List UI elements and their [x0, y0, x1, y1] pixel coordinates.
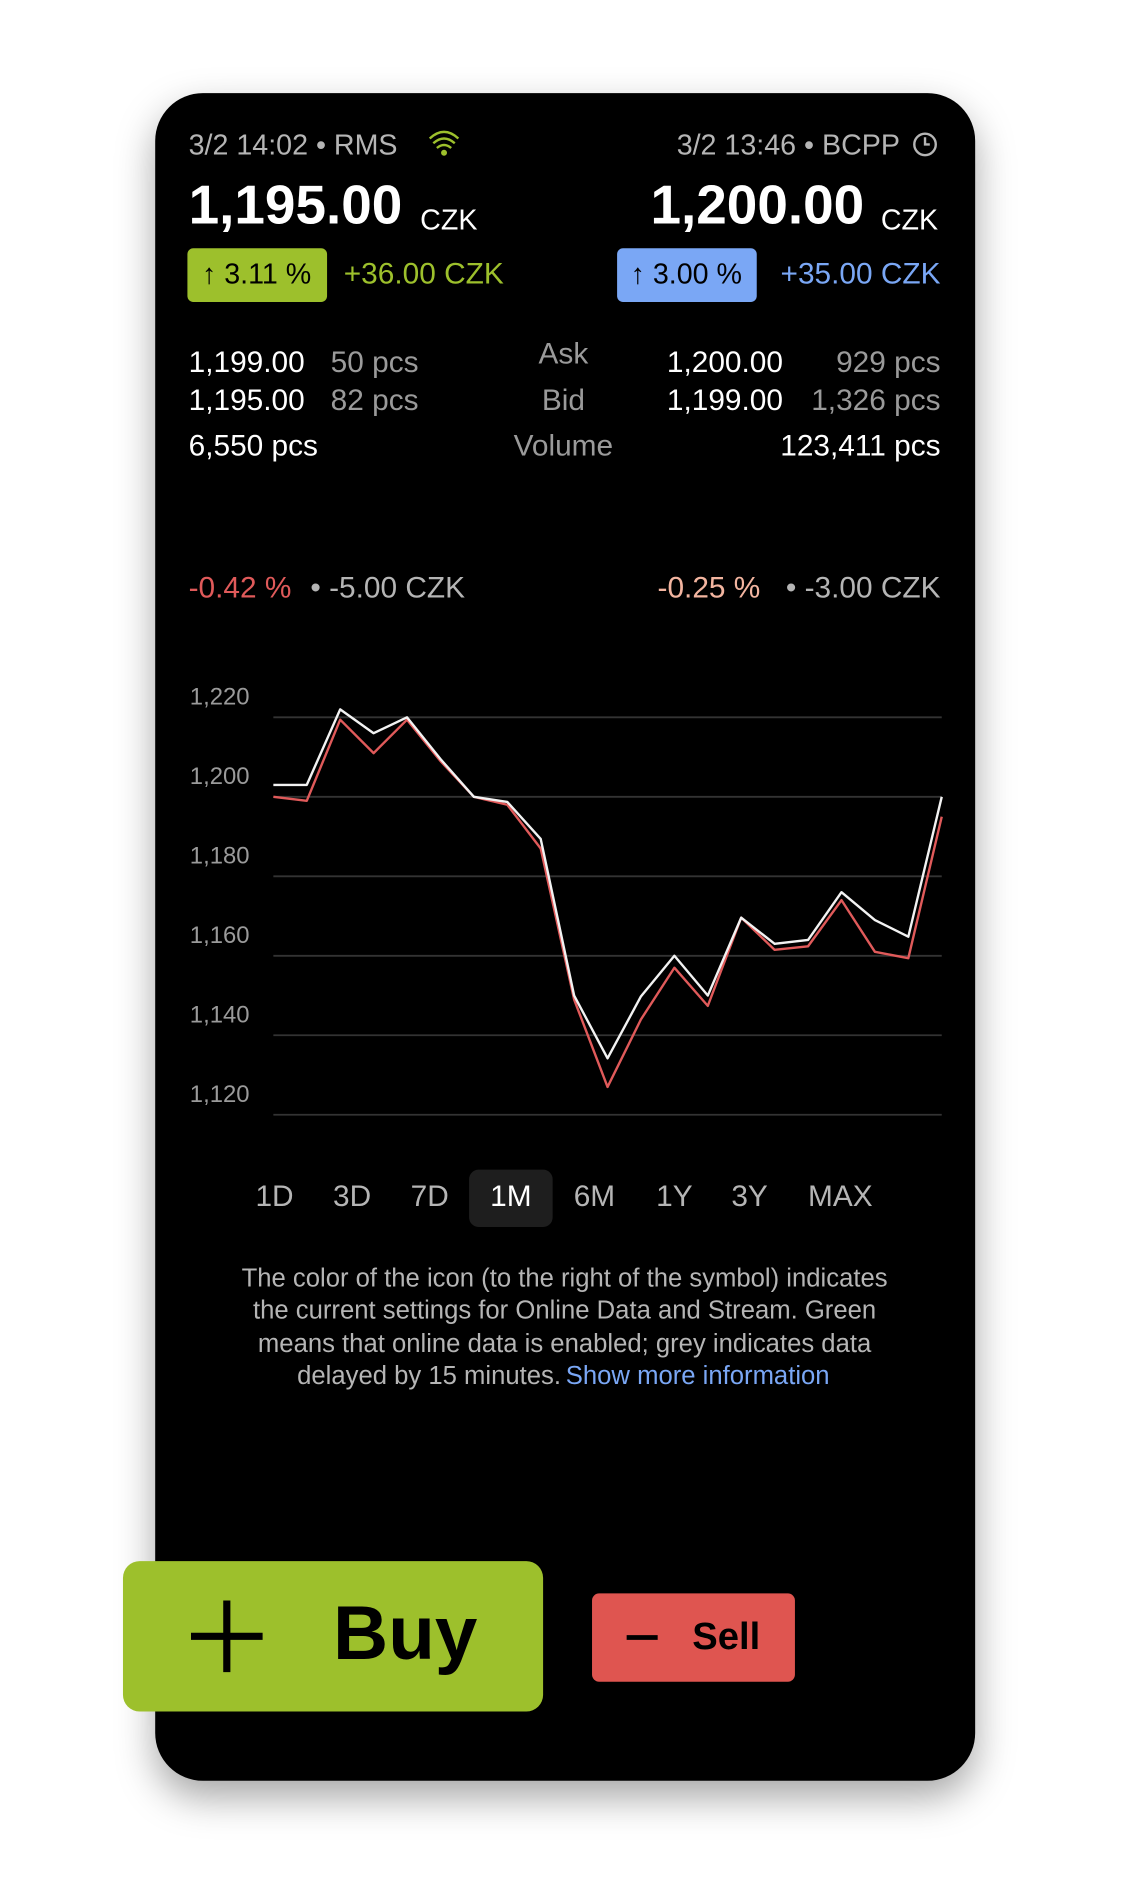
- info-line: means that online data is enabled; grey …: [258, 1330, 872, 1358]
- day-pct: -0.25 %: [658, 571, 761, 604]
- period-option[interactable]: 3D: [333, 1180, 371, 1213]
- currency: CZK: [881, 205, 938, 237]
- qty: 929 pcs: [836, 346, 940, 379]
- price: 1,200.00: [651, 173, 865, 235]
- y-tick-label: 1,180: [190, 843, 250, 870]
- period-option[interactable]: 1D: [255, 1180, 293, 1213]
- sell-label: Sell: [692, 1615, 760, 1658]
- period-option[interactable]: MAX: [808, 1180, 873, 1213]
- label: Bid: [542, 384, 585, 417]
- y-tick-label: 1,220: [190, 684, 250, 711]
- info-line: delayed by 15 minutes.: [297, 1362, 561, 1390]
- buy-button[interactable]: Buy: [122, 1561, 544, 1712]
- info-line: the current settings for Online Data and…: [253, 1296, 876, 1324]
- day-abs: • -5.00 CZK: [310, 571, 465, 604]
- price: 1,200.00: [667, 346, 783, 379]
- buy-bg: [122, 1561, 544, 1712]
- qty: 82 pcs: [331, 384, 419, 417]
- sell-button[interactable]: Sell: [592, 1593, 795, 1682]
- price: 1,199.00: [189, 346, 305, 379]
- wifi-icon: [428, 130, 460, 156]
- buy-label: Buy: [333, 1591, 478, 1676]
- y-tick-label: 1,200: [190, 763, 250, 790]
- period-option[interactable]: 1Y: [656, 1180, 693, 1213]
- price: 1,195.00: [189, 173, 403, 235]
- currency: CZK: [420, 205, 477, 237]
- qty: 50 pcs: [331, 346, 419, 379]
- info-link[interactable]: Show more information: [566, 1362, 830, 1390]
- series-line: [273, 718, 943, 1089]
- day-pct: -0.42 %: [189, 571, 292, 604]
- series-line: [273, 708, 943, 1060]
- volume: 123,411 pcs: [780, 429, 940, 462]
- change-abs: +35.00 CZK: [781, 258, 941, 291]
- label: Volume: [514, 429, 614, 462]
- label: Ask: [539, 338, 589, 371]
- period-option[interactable]: 3Y: [731, 1180, 768, 1213]
- volume: 6,550 pcs: [189, 429, 318, 462]
- y-tick-label: 1,140: [190, 1001, 250, 1028]
- plus-icon: [191, 1600, 263, 1673]
- info-line: The color of the icon (to the right of t…: [242, 1264, 888, 1292]
- source: 3/2 14:02 • RMS: [189, 129, 398, 161]
- price: 1,195.00: [189, 384, 305, 417]
- change-badge: [617, 248, 757, 302]
- info: The color of the icon (to the right of t…: [242, 1264, 888, 1390]
- change-abs: +36.00 CZK: [344, 258, 504, 291]
- change-pct: ↑ 3.11 %: [202, 258, 311, 290]
- order-book: 1,199.00 50 pcs 1,195.00 82 pcs 6,550 pc…: [189, 338, 941, 463]
- period-option[interactable]: 6M: [574, 1180, 615, 1213]
- change-badge: [187, 248, 328, 302]
- sell-bg: [592, 1593, 795, 1682]
- y-tick-label: 1,160: [190, 922, 250, 949]
- chart: 1,120 1,140 1,160 1,180 1,200 1,220: [190, 684, 943, 1116]
- price: 1,199.00: [667, 384, 783, 417]
- day-abs: • -3.00 CZK: [786, 571, 941, 604]
- period-option[interactable]: 1M: [490, 1180, 531, 1213]
- period-option[interactable]: 7D: [411, 1180, 449, 1213]
- period-selector: 1D 3D 7D 1M 6M 1Y 3Y MAX: [255, 1169, 873, 1227]
- period-selected-bg: [469, 1169, 553, 1227]
- clock-icon: [913, 132, 937, 157]
- phone-card: [155, 93, 976, 1781]
- qty: 1,326 pcs: [811, 384, 940, 417]
- change-pct: ↑ 3.00 %: [631, 258, 742, 290]
- y-tick-label: 1,120: [190, 1081, 250, 1108]
- source: 3/2 13:46 • BCPP: [677, 129, 900, 161]
